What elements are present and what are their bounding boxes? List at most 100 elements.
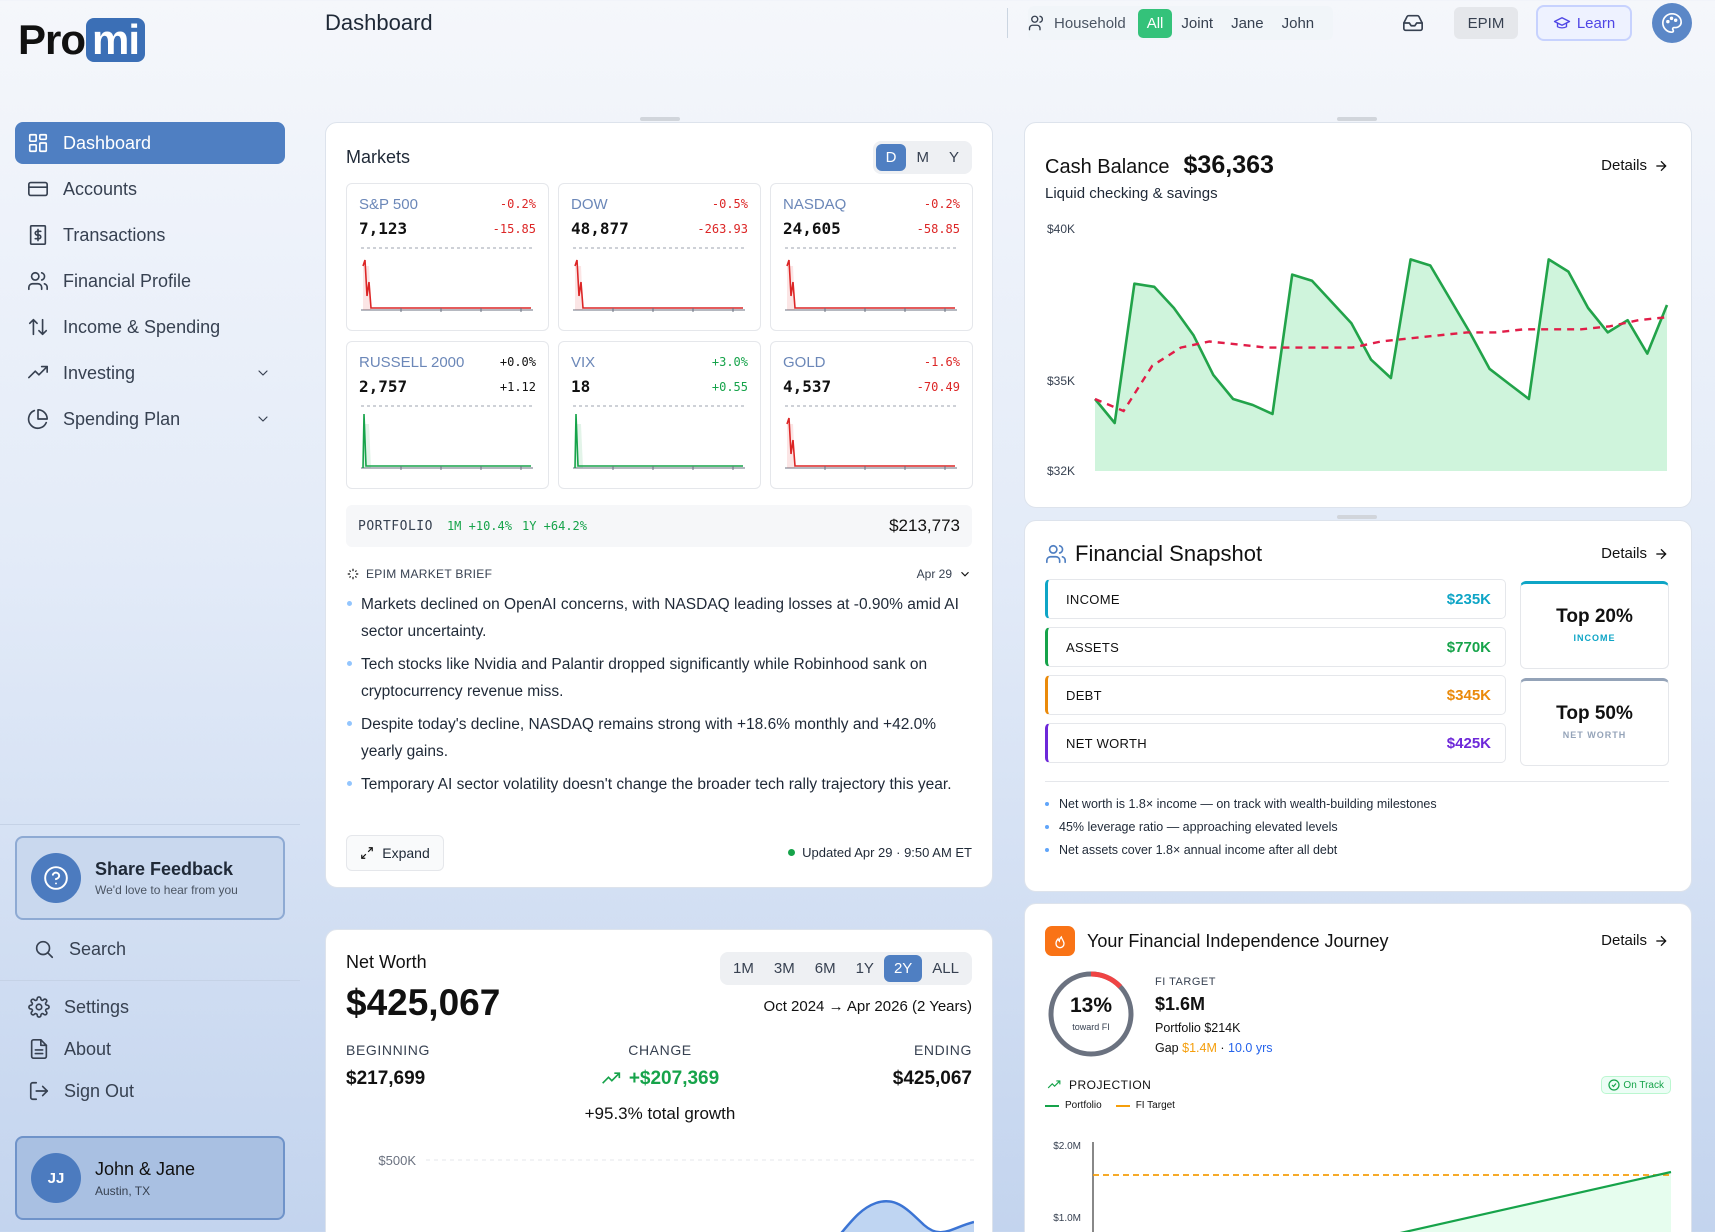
- snapshot-row-label: DEBT: [1066, 687, 1102, 703]
- projection-header: PROJECTION: [1045, 1078, 1151, 1092]
- portfolio-1m: 1M +10.4%: [446, 519, 512, 533]
- portfolio-area: [1404, 1172, 1671, 1232]
- tile-name: S&P 500: [359, 196, 418, 213]
- settings-link[interactable]: Settings: [28, 996, 129, 1018]
- cash-details-link[interactable]: Details: [1601, 157, 1669, 174]
- range-day[interactable]: D: [875, 144, 907, 171]
- tile-sparkline: [785, 405, 957, 470]
- change-value-row: +$207,369: [560, 1068, 760, 1090]
- range-year[interactable]: Y: [948, 149, 959, 166]
- about-link[interactable]: About: [28, 1038, 111, 1060]
- sidebar-item-income-spending[interactable]: Income & Spending: [15, 306, 285, 348]
- range-1m[interactable]: 1M: [733, 960, 754, 977]
- household-option-joint[interactable]: Joint: [1181, 14, 1214, 32]
- household-option-john[interactable]: John: [1281, 14, 1315, 32]
- tile-name: DOW: [571, 196, 608, 213]
- sidebar-item-label: Investing: [63, 362, 136, 383]
- tile-change: -15.85: [492, 222, 536, 236]
- spark-line: [362, 259, 531, 309]
- tile-percent: +3.0%: [711, 355, 748, 369]
- tile-value: 7,123: [359, 219, 408, 238]
- fi-progress-ring: [1048, 971, 1134, 1057]
- portfolio-label: PORTFOLIO: [358, 518, 433, 534]
- income-rank-badge: Top 20% INCOME: [1520, 581, 1669, 669]
- net-worth-range-toggle: 1M 3M 6M 1Y 2Y ALL: [720, 952, 972, 985]
- household-label: Household: [1028, 14, 1126, 32]
- trending-up-icon: [1047, 1080, 1061, 1089]
- tile-value: 2,757: [359, 377, 408, 396]
- snapshot-details-link[interactable]: Details: [1601, 545, 1669, 562]
- range-3m[interactable]: 3M: [773, 960, 795, 977]
- snapshot-row[interactable]: DEBT $345K: [1045, 675, 1506, 715]
- household-option-jane[interactable]: Jane: [1231, 14, 1264, 32]
- market-tile[interactable]: VIX +3.0% 18 +0.55: [558, 341, 761, 489]
- sidebar-item-label: Spending Plan: [63, 408, 181, 429]
- fi-toward-label: toward FI: [1072, 1022, 1110, 1032]
- snapshot-row[interactable]: NET WORTH $425K: [1045, 723, 1506, 763]
- page-title: Dashboard: [325, 10, 433, 35]
- chevron-down-icon[interactable]: [255, 411, 271, 427]
- market-tile[interactable]: RUSSELL 2000 +0.0% 2,757 +1.12: [346, 341, 549, 489]
- brief-item: Tech stocks like Nvidia and Palantir dro…: [346, 651, 972, 705]
- cash-y-tick: $32K: [1047, 464, 1075, 478]
- range-2y[interactable]: 2Y: [883, 955, 923, 982]
- share-feedback-button[interactable]: Share Feedback We'd love to hear from yo…: [15, 836, 285, 920]
- sidebar-item-financial-profile[interactable]: Financial Profile: [15, 260, 285, 302]
- search-label: Search: [69, 938, 127, 959]
- range-6m[interactable]: 6M: [814, 960, 836, 977]
- chevron-down-icon: [961, 571, 969, 577]
- drag-handle[interactable]: [640, 117, 680, 121]
- market-tile[interactable]: GOLD -1.6% 4,537 -70.49: [770, 341, 973, 489]
- range-month[interactable]: M: [916, 149, 929, 166]
- cash-line: [1093, 258, 1669, 425]
- fi-details-link[interactable]: Details: [1601, 932, 1669, 949]
- brief-date-select[interactable]: Apr 29: [917, 567, 972, 581]
- user-profile-card[interactable]: JJ John & Jane Austin, TX: [15, 1136, 285, 1220]
- spark-line: [574, 413, 743, 469]
- snapshot-row[interactable]: INCOME $235K: [1045, 579, 1506, 619]
- tile-value: 48,877: [571, 219, 629, 238]
- epim-button[interactable]: EPIM: [1454, 7, 1518, 39]
- logout-icon: [29, 1081, 49, 1101]
- inbox-icon[interactable]: [1402, 12, 1424, 34]
- learn-button[interactable]: Learn: [1536, 5, 1632, 41]
- projection-y-tick: $2.0M: [1053, 1141, 1081, 1152]
- range-all[interactable]: ALL: [932, 960, 959, 977]
- spark-line: [574, 259, 743, 309]
- expand-icon: [361, 847, 374, 859]
- updated-text: Updated Apr 29 · 9:50 AM ET: [802, 845, 972, 860]
- household-option-all[interactable]: All: [1137, 8, 1173, 38]
- sidebar-item-investing[interactable]: Investing: [15, 352, 285, 394]
- net-worth-rank-badge: Top 50% NET WORTH: [1520, 678, 1669, 766]
- search-link[interactable]: Search: [33, 938, 126, 960]
- portfolio-line: [1399, 1170, 1672, 1232]
- users-icon: [1046, 544, 1066, 564]
- palette-button[interactable]: [1652, 3, 1692, 43]
- market-tile[interactable]: DOW -0.5% 48,877 -263.93: [558, 183, 761, 331]
- portfolio-summary[interactable]: PORTFOLIO 1M +10.4% 1Y +64.2% $213,773: [346, 505, 972, 547]
- snapshot-row-value: $345K: [1446, 686, 1491, 704]
- cash-amount: $36,363: [1183, 151, 1274, 179]
- fi-target-value: $1.6M: [1155, 994, 1206, 1014]
- palette-icon: [1662, 13, 1682, 33]
- tile-change: -70.49: [916, 380, 960, 394]
- snapshot-row[interactable]: ASSETS $770K: [1045, 627, 1506, 667]
- promi-logo[interactable]: Pro mi: [18, 16, 146, 64]
- ending-stat: ENDING $425,067: [893, 1042, 972, 1090]
- sign-out-link[interactable]: Sign Out: [28, 1080, 134, 1102]
- sidebar-item-dashboard[interactable]: Dashboard: [15, 122, 285, 164]
- drag-handle[interactable]: [1337, 117, 1377, 121]
- fi-target-label: FI TARGET: [1155, 976, 1216, 988]
- range-1y[interactable]: 1Y: [855, 960, 874, 977]
- market-tile[interactable]: S&P 500 -0.2% 7,123 -15.85: [346, 183, 549, 331]
- drag-handle[interactable]: [1337, 515, 1377, 519]
- chevron-down-icon[interactable]: [255, 365, 271, 381]
- expand-button[interactable]: Expand: [346, 835, 444, 871]
- sidebar-item-accounts[interactable]: Accounts: [15, 168, 285, 210]
- market-tile[interactable]: NASDAQ -0.2% 24,605 -58.85: [770, 183, 973, 331]
- fi-gap: Gap $1.4M · 10.0 yrs: [1155, 1041, 1273, 1055]
- sidebar-item-spending-plan[interactable]: Spending Plan: [15, 398, 285, 440]
- sidebar-item-transactions[interactable]: Transactions: [15, 214, 285, 256]
- tile-name: NASDAQ: [783, 196, 847, 213]
- sidebar-item-label: Financial Profile: [63, 270, 192, 291]
